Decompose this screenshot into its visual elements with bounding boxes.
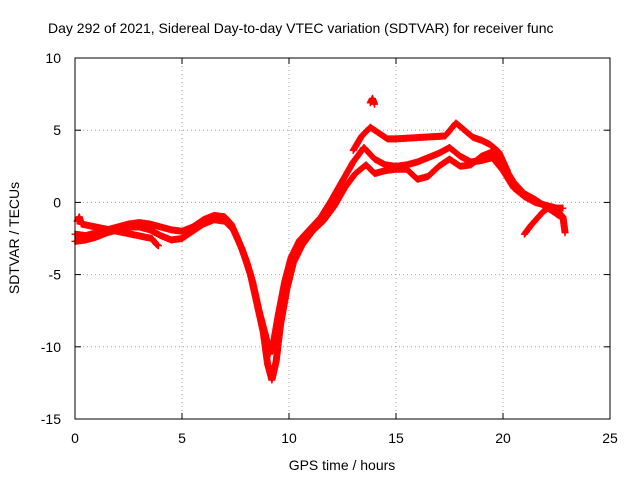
data-point <box>154 242 162 250</box>
track-1 <box>71 148 567 384</box>
data-series-sdtvar <box>71 94 569 384</box>
x-tick-label-25: 25 <box>602 430 618 446</box>
y-tick-label--10: -10 <box>41 339 61 355</box>
data-point <box>561 229 569 237</box>
data-point <box>503 167 511 175</box>
x-axis-label: GPS time / hours <box>289 457 396 473</box>
y-tick-label-10: 10 <box>45 50 61 66</box>
track-5 <box>73 213 162 250</box>
y-tick-label-5: 5 <box>53 122 61 138</box>
x-tick-label-10: 10 <box>281 430 297 446</box>
x-tick-label-20: 20 <box>495 430 511 446</box>
x-tick-label-15: 15 <box>388 430 404 446</box>
y-tick-label-0: 0 <box>53 194 61 210</box>
track-0 <box>71 144 567 358</box>
track-3 <box>366 94 379 108</box>
data-point <box>371 100 379 108</box>
x-tick-label-0: 0 <box>71 430 79 446</box>
y-tick-label--15: -15 <box>41 411 61 427</box>
y-tick-label--5: -5 <box>49 267 62 283</box>
axis-ticks: 0 5 10 15 20 25 -15 -10 -5 0 5 10 <box>41 50 618 446</box>
track-2 <box>349 119 511 175</box>
y-axis-label: SDTVAR / TECUs <box>6 182 22 294</box>
data-point <box>559 204 567 212</box>
plot-frame <box>74 57 611 420</box>
x-tick-label-5: 5 <box>178 430 186 446</box>
chart-title: Day 292 of 2021, Sidereal Day-to-day VTE… <box>48 20 554 36</box>
track-4 <box>520 203 569 238</box>
